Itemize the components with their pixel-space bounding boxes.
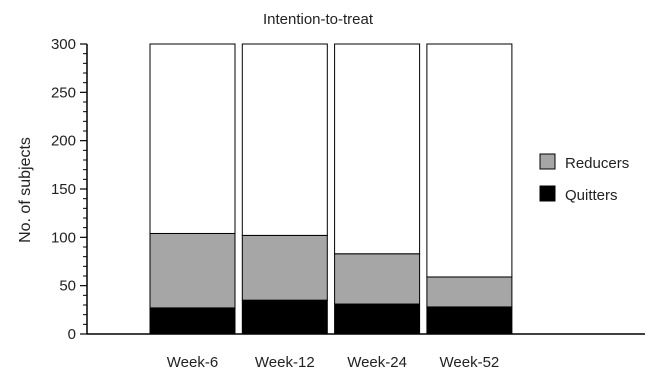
bar-segment-reducers-week-6 xyxy=(149,232,236,309)
x-tick-label: Week-12 xyxy=(255,354,315,371)
x-tick-label: Week-24 xyxy=(347,354,407,371)
x-tick-label: Week-52 xyxy=(440,354,500,371)
y-tick-label: 250 xyxy=(51,84,76,101)
bar-segment-reducers-week-52 xyxy=(426,276,513,308)
legend-swatch-reducers xyxy=(539,153,556,170)
x-tick-label: Week-6 xyxy=(167,354,218,371)
legend: Reducers Quitters xyxy=(539,153,629,204)
bar-segment-remainder-week-24 xyxy=(334,43,421,255)
y-tick-label: 300 xyxy=(51,36,76,53)
y-tick-label: 100 xyxy=(51,229,76,246)
bar-segment-quitters-week-12 xyxy=(241,299,328,335)
chart-title: Intention-to-treat xyxy=(263,11,374,28)
bar-segment-remainder-week-6 xyxy=(149,43,236,234)
bar-segment-quitters-week-6 xyxy=(149,307,236,335)
legend-label-quitters: Quitters xyxy=(565,187,618,204)
y-tick-label: 0 xyxy=(68,326,76,343)
y-tick-label: 150 xyxy=(51,181,76,198)
y-tick-label: 200 xyxy=(51,133,76,150)
y-tick-label: 50 xyxy=(59,278,76,295)
bar-segment-reducers-week-24 xyxy=(334,253,421,305)
legend-label-reducers: Reducers xyxy=(565,155,629,172)
bar-segment-remainder-week-52 xyxy=(426,43,513,278)
legend-swatch-quitters xyxy=(539,185,556,202)
bar-segment-remainder-week-12 xyxy=(241,43,328,236)
bar-segment-reducers-week-12 xyxy=(241,234,328,301)
y-axis-label: No. of subjects xyxy=(17,137,34,243)
plot-area: 0 50 100 150 200 250 300 Week-6 Week-12 Week-24 We… xyxy=(51,36,645,371)
bar-segment-quitters-week-24 xyxy=(334,303,421,335)
bar-segment-quitters-week-52 xyxy=(426,306,513,335)
